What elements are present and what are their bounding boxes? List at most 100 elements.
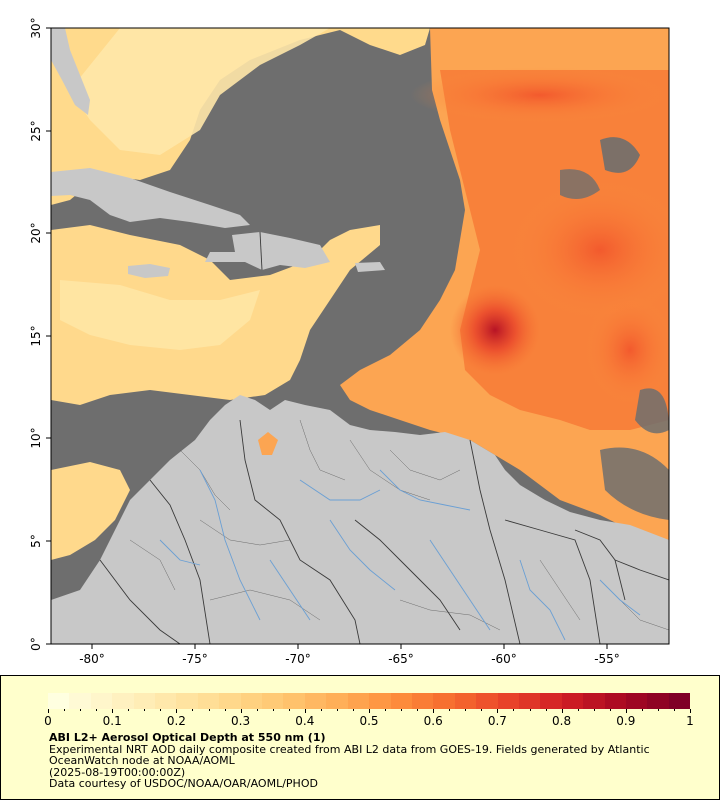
colorbar-minor-tick <box>352 709 354 711</box>
colorbar-tick <box>561 709 563 713</box>
colorbar-ticks: 0 0.1 0.2 0.3 0.4 0.5 0.6 0.7 0.8 0.9 1 <box>44 709 694 733</box>
colorbar-minor-tick <box>641 709 643 711</box>
colorbar-swatch <box>583 693 605 709</box>
colorbar-swatch <box>283 693 305 709</box>
colorbar-minor-tick <box>513 709 515 711</box>
colorbar-minor-tick <box>64 709 66 711</box>
colorbar-tick <box>497 709 499 713</box>
lon-tick-label: -75° <box>182 652 208 666</box>
colorbar-swatch <box>476 693 498 709</box>
colorbar-minor-tick <box>80 709 82 711</box>
latitude-axis: 0° 5° 10° 15° 20° 25° 30° <box>29 17 51 651</box>
longitude-axis: -80° -75° -70° -65° -60° -55° <box>79 644 620 666</box>
florida-land <box>51 28 90 115</box>
colorbar-swatch <box>197 693 220 709</box>
colorbar-minor-tick <box>272 709 274 711</box>
colorbar-tick-label: 0.6 <box>423 714 443 728</box>
colorbar-tick <box>240 709 242 713</box>
state-borders <box>129 419 669 631</box>
colorbar-minor-tick <box>609 709 611 711</box>
colorbar-tick-label: 0.3 <box>231 714 251 728</box>
colorbar-swatch <box>625 693 648 709</box>
colorbar-swatch <box>518 693 541 709</box>
legend-description: Experimental NRT AOD daily composite cre… <box>49 742 650 767</box>
colorbar-minor-tick <box>529 709 531 711</box>
colorbar-minor-tick <box>545 709 547 711</box>
puerto-rico-land <box>355 262 385 272</box>
colorbar-minor-tick <box>417 709 419 711</box>
colorbar-swatch <box>262 693 284 709</box>
lat-tick-label: 20° <box>29 222 43 243</box>
colorbar-minor-tick <box>288 709 290 711</box>
lon-tick-label: -55° <box>594 652 620 666</box>
lat-tick-label: 25° <box>29 120 43 141</box>
colorbar-tick-label: 0 <box>44 714 52 728</box>
dust-band-east <box>585 295 669 405</box>
colorbar-swatch <box>433 693 455 709</box>
lat-tick-label: 5° <box>29 534 43 548</box>
jamaica-land <box>128 264 170 278</box>
colorbar-swatch <box>90 693 113 709</box>
colorbar-swatch <box>497 693 519 709</box>
legend-title: ABI L2+ Aerosol Optical Depth at 550 nm … <box>49 731 326 744</box>
colorbar-swatch <box>454 693 477 709</box>
lat-tick-label: 10° <box>29 427 43 448</box>
colorbar-minor-tick <box>256 709 258 711</box>
colorbar-minor-tick <box>449 709 451 711</box>
colorbar <box>48 693 691 709</box>
lon-tick-label: -70° <box>285 652 311 666</box>
colorbar-minor-tick <box>144 709 146 711</box>
colorbar-tick <box>369 709 370 713</box>
cuba-land <box>51 168 250 228</box>
legend-credit: Data courtesy of USDOC/NOAA/OAR/AOML/PHO… <box>49 777 318 790</box>
colorbar-minor-tick <box>208 709 210 711</box>
colorbar-minor-tick <box>385 709 387 711</box>
colorbar-minor-tick <box>673 709 675 711</box>
colorbar-swatch <box>668 693 691 709</box>
colorbar-swatch <box>326 693 348 709</box>
aod-pacific-patch <box>51 462 130 560</box>
colorbar-minor-tick <box>465 709 467 711</box>
colorbar-tick-label: 0.5 <box>359 714 379 728</box>
no-data-gap <box>600 447 669 520</box>
no-data-gap <box>635 388 669 434</box>
colorbar-minor-tick <box>481 709 483 711</box>
rivers <box>159 469 641 641</box>
maracaibo-lake <box>258 432 278 455</box>
colorbar-minor-tick <box>160 709 162 711</box>
south-america-land <box>51 395 669 644</box>
colorbar-minor-tick <box>320 709 322 711</box>
map-svg: 0° 5° 10° 15° 20° 25° 30° -80° -75° -70°… <box>29 17 670 666</box>
colorbar-tick <box>112 709 114 713</box>
colorbar-swatch <box>540 693 562 709</box>
colorbar-tick-label: 0.8 <box>552 714 572 728</box>
colorbar-minor-tick <box>577 709 579 711</box>
colorbar-swatch <box>390 693 412 709</box>
colorbar-tick <box>48 709 49 713</box>
colorbar-swatch <box>112 693 134 709</box>
colorbar-swatch <box>369 693 391 709</box>
colorbar-swatch <box>304 693 327 709</box>
map-plot-area <box>51 28 669 644</box>
colorbar-tick-label: 0.4 <box>295 714 315 728</box>
colorbar-tick-label: 0.2 <box>166 714 186 728</box>
colorbar-tick <box>433 709 435 713</box>
aod-caribbean-light <box>60 280 260 350</box>
lon-tick-label: -80° <box>79 652 105 666</box>
dust-band-central <box>510 180 669 320</box>
dust-band-north <box>410 67 669 123</box>
colorbar-minor-tick <box>593 709 595 711</box>
colorbar-swatch <box>411 693 434 709</box>
lat-tick-label: 15° <box>29 325 43 346</box>
no-data-gap <box>560 169 600 199</box>
colorbar-minor-tick <box>657 709 659 711</box>
colorbar-minor-tick <box>224 709 226 711</box>
legend-date: (2025-08-19T00:00:00Z) <box>49 765 186 779</box>
hispaniola-land <box>205 232 330 270</box>
colorbar-tick <box>625 709 627 713</box>
legend-text: ABI L2+ Aerosol Optical Depth at 550 nm … <box>49 732 689 790</box>
colorbar-swatch <box>69 693 91 709</box>
lat-tick-label: 0° <box>29 637 43 651</box>
colorbar-minor-tick <box>128 709 130 711</box>
aod-hotspot <box>450 285 540 375</box>
